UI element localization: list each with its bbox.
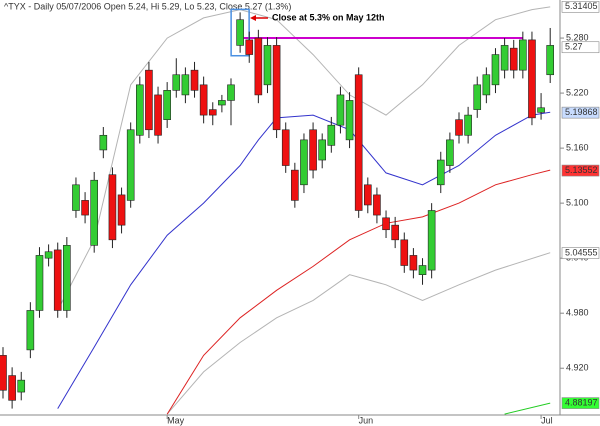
candle-body (72, 184, 80, 211)
candle-body (400, 239, 409, 266)
candle-body (427, 210, 436, 271)
candle-body (327, 124, 336, 146)
overlay-line (166, 169, 551, 415)
y-tick-label: 5.220 (566, 87, 589, 97)
candle-body (181, 74, 190, 96)
annotation: Close at 5.3% on May 12th (272, 12, 385, 22)
overlay-line (166, 252, 551, 415)
candle-body (108, 174, 117, 241)
candle-body (126, 129, 135, 201)
candle-body (436, 159, 445, 186)
candle-body (382, 217, 390, 231)
candle-body (208, 109, 217, 116)
arrow-head (250, 15, 256, 21)
candle-body (482, 74, 491, 96)
y-tick-label: 5.280 (566, 32, 589, 42)
candle-body (528, 39, 536, 119)
y-tick-label: 5.100 (566, 198, 589, 208)
candle-body (491, 54, 500, 86)
price-label: 4.88197 (565, 397, 598, 407)
candle-body (44, 251, 53, 259)
candle-body (272, 45, 281, 131)
candle-body (172, 74, 181, 91)
candle-body (17, 379, 26, 393)
price-label-box (561, 1, 600, 13)
candle-body (136, 84, 144, 136)
y-tick-label: 4.920 (566, 363, 589, 373)
overlay-line (504, 402, 551, 415)
candle-body (509, 47, 518, 71)
candle-body (63, 245, 71, 311)
candle-body (291, 169, 299, 201)
price-label: 5.13552 (565, 165, 598, 175)
price-label-box (561, 164, 600, 177)
candle-body (245, 39, 254, 55)
candle-body (354, 74, 363, 211)
candle-body (537, 107, 545, 113)
x-tick-label: Jun (359, 415, 374, 425)
candle-body (345, 100, 354, 141)
candle-body (99, 134, 108, 151)
overlay-line (57, 6, 551, 311)
candle-body (227, 84, 235, 101)
price-label: 5.27 (565, 42, 583, 52)
candle-body (26, 310, 35, 351)
candle-body (309, 129, 317, 171)
candle-body (373, 194, 381, 216)
price-label-box (561, 106, 600, 119)
candle-body (519, 39, 527, 71)
candle-body (90, 179, 98, 246)
candle-body (154, 94, 162, 136)
candle-body (35, 255, 44, 311)
candle-body (0, 355, 7, 391)
candle-body (363, 184, 372, 206)
candle-body (117, 194, 126, 226)
candle-body (318, 139, 327, 161)
candle-body (500, 45, 509, 71)
candle-body (199, 84, 208, 116)
candle-body (163, 90, 171, 120)
candle-body (464, 114, 472, 136)
overlay-line (57, 111, 551, 409)
candle-body (281, 129, 290, 166)
candle-body (190, 69, 199, 91)
price-label: 5.19868 (565, 107, 598, 117)
price-label-box (561, 397, 600, 409)
plot (0, 6, 555, 415)
candle-body (145, 69, 153, 131)
candle-body (254, 37, 263, 96)
candle-body (391, 224, 399, 241)
chart-title: ^TYX - Daily 05/07/2006 Open 5.24, Hi 5.… (4, 1, 291, 11)
candle-body (53, 249, 62, 311)
price-label: 5.31405 (565, 1, 598, 11)
price-label-box (561, 247, 600, 259)
candle-body (418, 265, 427, 275)
price-label-box (561, 41, 600, 54)
candle-body (8, 375, 16, 401)
candle-body (409, 255, 418, 271)
candle-body (546, 45, 555, 76)
candle-body (300, 139, 308, 186)
candle-body (336, 94, 345, 126)
candle-body (446, 139, 454, 166)
x-tick-label: May (167, 415, 185, 425)
y-tick-label: 4.980 (566, 308, 589, 318)
candle-body (218, 100, 226, 106)
x-tick-label: Jul (541, 415, 553, 425)
candle-body (473, 84, 482, 110)
candle-body (81, 200, 89, 216)
candle-body (236, 19, 244, 46)
candle-body (263, 45, 272, 86)
price-label: 5.04555 (565, 247, 598, 257)
y-tick-label: 5.160 (566, 142, 589, 152)
candle-body (455, 119, 463, 136)
